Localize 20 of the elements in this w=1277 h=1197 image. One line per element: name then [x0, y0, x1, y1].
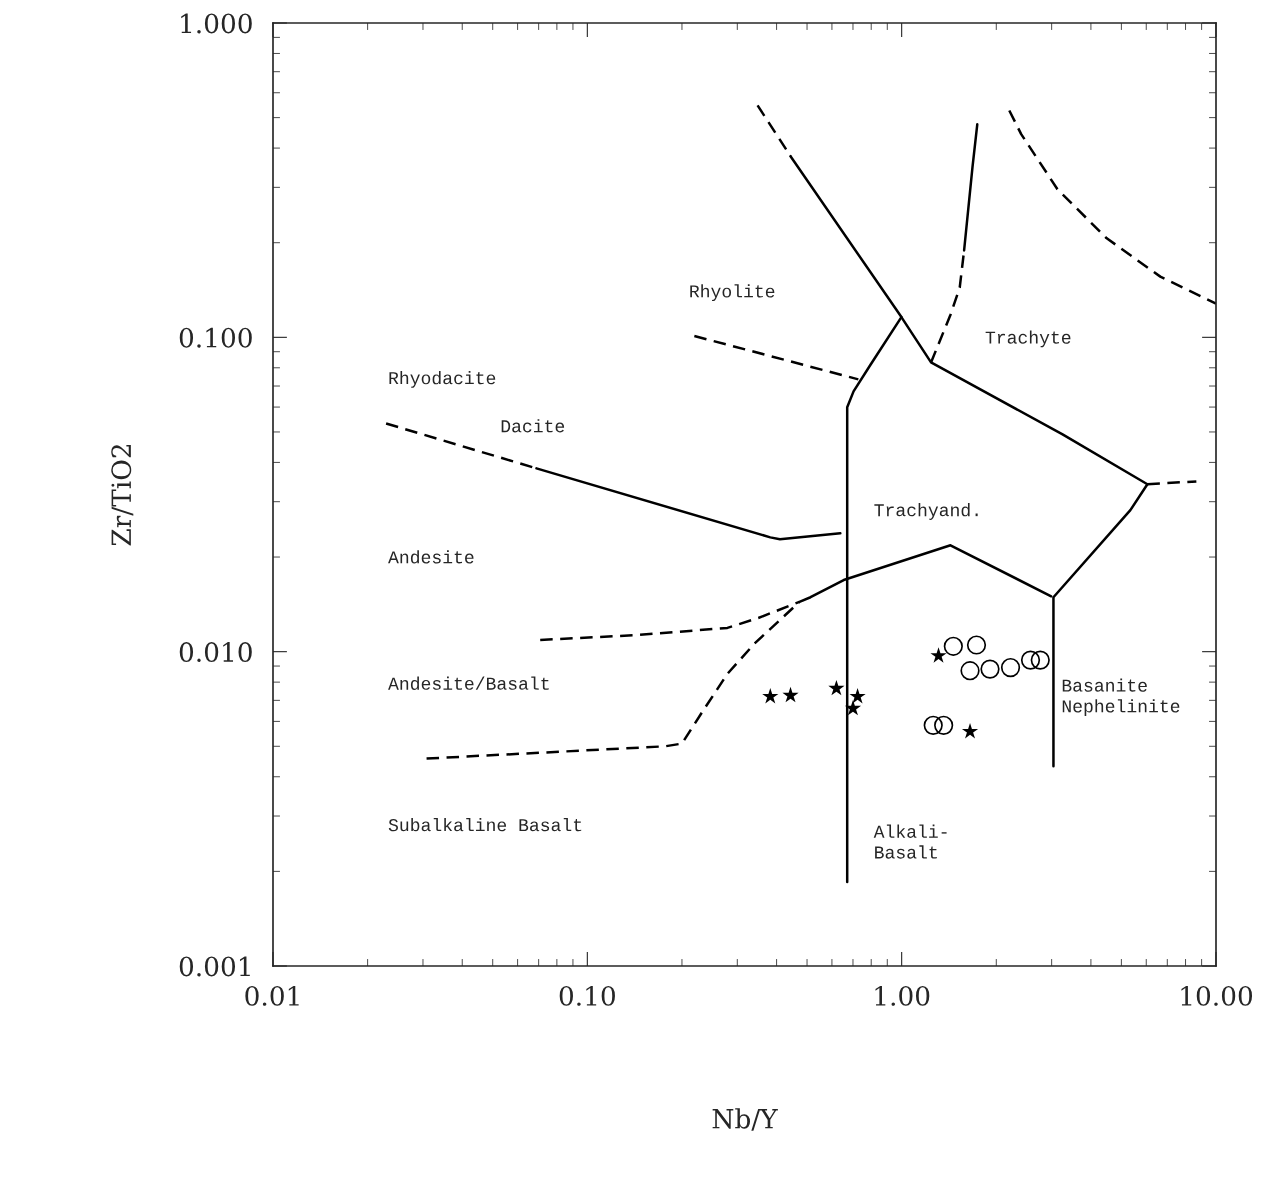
x-tick-label: 0.01: [245, 985, 299, 1006]
annotation: Rhyodacite: [389, 371, 496, 388]
y-tick-label: 0.100: [179, 327, 252, 348]
annotation: Trachyte: [985, 330, 1071, 348]
x-axis-title: Nb/Y: [712, 1108, 778, 1131]
x-tick-label: 0.10: [559, 985, 615, 1006]
annotation: Alkali- Basalt: [873, 824, 947, 859]
y-tick-label: 0.010: [179, 642, 252, 663]
annotation: Rhyolite: [690, 284, 775, 302]
annotation: Trachyand.: [874, 503, 978, 520]
x-tick-label: 10.00: [1181, 985, 1253, 1006]
y-axis-title: Zr/TiO2: [111, 444, 134, 546]
x-tick-label: 1.00: [875, 985, 930, 1006]
annotation: Andesite/Basalt: [388, 676, 549, 690]
y-tick-label: 0.001: [179, 956, 250, 977]
annotation: Andesite: [388, 550, 474, 564]
annotation: Dacite: [501, 419, 565, 433]
annotation: Basanite Nephelinite: [1062, 678, 1180, 717]
annotation: Subalkaline Basalt: [388, 818, 582, 832]
y-tick-label: 1.000: [181, 13, 252, 34]
